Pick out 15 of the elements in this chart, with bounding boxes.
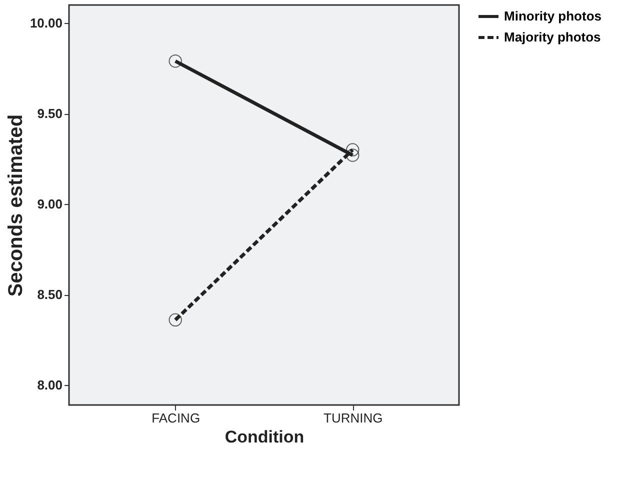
x-tick-label: TURNING — [324, 410, 383, 426]
legend-label: Minority photos — [504, 8, 602, 24]
y-tick-label: 10.00 — [30, 16, 62, 31]
y-tick-label: 8.50 — [37, 287, 62, 302]
x-tick-label: FACING — [152, 410, 200, 426]
x-axis-title: Condition — [224, 428, 304, 446]
point — [346, 148, 360, 162]
legend-label: Majority photos — [504, 30, 601, 44]
point — [346, 143, 360, 156]
point — [168, 54, 182, 68]
y-tick-label: 8.00 — [37, 378, 62, 393]
y-axis-title: Seconds estimated — [4, 114, 27, 297]
point — [168, 313, 182, 327]
y-tick-label: 9.00 — [37, 196, 62, 212]
y-tick-label: 9.50 — [37, 106, 62, 122]
